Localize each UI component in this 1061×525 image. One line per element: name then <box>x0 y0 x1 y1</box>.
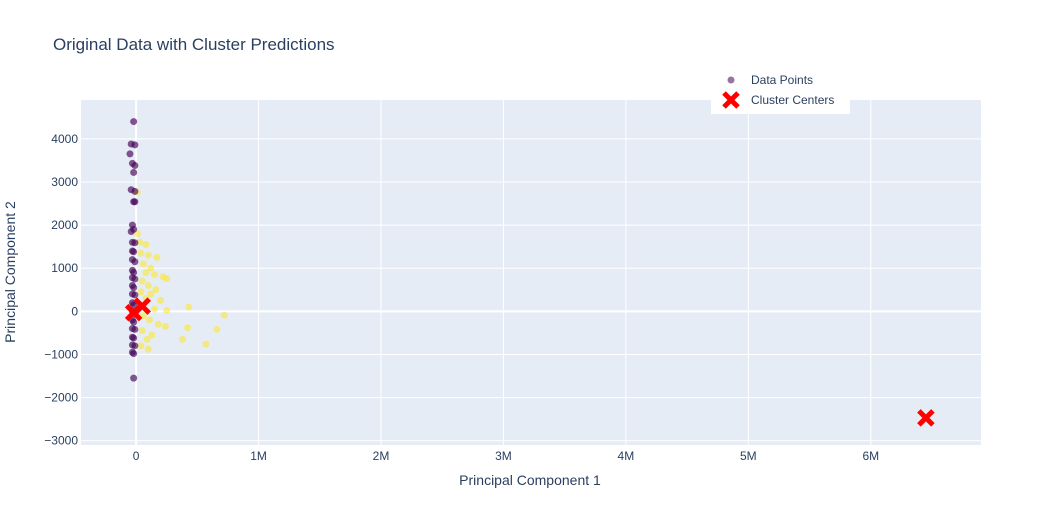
y-tick-label: −1000 <box>44 347 78 361</box>
y-tick-labels: −3000 −2000 −1000 0 1000 2000 3000 4000 <box>44 132 78 448</box>
y-tick-label: −2000 <box>44 391 78 405</box>
data-point-cluster-1[interactable] <box>144 281 152 289</box>
x-tick-label: 4M <box>618 449 635 463</box>
data-point-cluster-1[interactable] <box>137 342 145 350</box>
data-point-cluster-0[interactable] <box>130 318 138 326</box>
data-point-cluster-1[interactable] <box>137 288 145 296</box>
data-point-cluster-0[interactable] <box>127 228 135 236</box>
data-point-cluster-1[interactable] <box>220 311 228 319</box>
data-point-cluster-0[interactable] <box>130 118 138 126</box>
x-tick-label: 1M <box>250 449 267 463</box>
legend-marker-cluster-centers <box>722 91 740 109</box>
grid-lines <box>81 100 981 445</box>
data-points-layer <box>126 118 228 382</box>
y-tick-label: 1000 <box>51 261 78 275</box>
data-point-cluster-0[interactable] <box>131 325 139 333</box>
y-tick-label: −3000 <box>44 434 78 448</box>
legend-label-cluster-centers: Cluster Centers <box>751 93 834 107</box>
data-point-cluster-0[interactable] <box>131 239 139 247</box>
data-point-cluster-1[interactable] <box>179 335 187 343</box>
data-point-cluster-1[interactable] <box>157 297 165 305</box>
data-point-cluster-1[interactable] <box>184 324 192 332</box>
data-point-cluster-0[interactable] <box>130 248 138 256</box>
x-tick-label: 3M <box>495 449 512 463</box>
cluster-centers-layer <box>124 297 935 427</box>
data-point-cluster-0[interactable] <box>131 198 139 206</box>
data-point-cluster-0[interactable] <box>130 168 138 176</box>
x-tick-label: 0 <box>133 449 140 463</box>
data-point-cluster-0[interactable] <box>126 150 134 158</box>
legend-label-data-points: Data Points <box>751 73 813 87</box>
data-point-cluster-1[interactable] <box>153 253 161 261</box>
data-point-cluster-1[interactable] <box>137 249 145 257</box>
data-point-cluster-0[interactable] <box>131 187 139 195</box>
data-point-cluster-0[interactable] <box>130 350 138 358</box>
y-tick-label: 2000 <box>51 218 78 232</box>
y-tick-label: 4000 <box>51 132 78 146</box>
x-tick-label: 2M <box>373 449 390 463</box>
x-tick-label: 6M <box>862 449 879 463</box>
data-point-cluster-1[interactable] <box>142 240 150 248</box>
data-point-cluster-0[interactable] <box>131 162 139 170</box>
data-point-cluster-0[interactable] <box>130 301 138 309</box>
y-axis-title: Principal Component 2 <box>2 201 18 343</box>
data-point-cluster-0[interactable] <box>131 275 139 283</box>
data-point-cluster-1[interactable] <box>152 286 160 294</box>
x-axis-title: Principal Component 1 <box>459 472 601 488</box>
data-point-cluster-1[interactable] <box>148 331 156 339</box>
data-point-cluster-0[interactable] <box>131 291 139 299</box>
data-point-cluster-1[interactable] <box>213 325 221 333</box>
data-point-cluster-1[interactable] <box>144 345 152 353</box>
data-point-cluster-1[interactable] <box>142 269 150 276</box>
y-tick-label: 3000 <box>51 175 78 189</box>
chart-title: Original Data with Cluster Predictions <box>53 35 335 54</box>
data-point-cluster-1[interactable] <box>139 260 147 268</box>
data-point-cluster-1[interactable] <box>143 335 151 343</box>
x-tick-labels: 0 1M 2M 3M 4M 5M 6M <box>133 449 879 463</box>
x-tick-label: 5M <box>740 449 757 463</box>
legend-marker-data-points <box>727 76 735 84</box>
data-point-cluster-1[interactable] <box>146 316 154 324</box>
data-point-cluster-1[interactable] <box>150 271 158 279</box>
y-tick-label: 0 <box>71 304 78 318</box>
data-point-cluster-1[interactable] <box>163 306 171 314</box>
plot-area <box>81 100 981 445</box>
data-point-cluster-1[interactable] <box>138 327 146 335</box>
data-point-cluster-1[interactable] <box>150 305 158 313</box>
legend-item-cluster-centers[interactable]: Cluster Centers <box>722 91 834 109</box>
cluster-center-marker[interactable] <box>917 409 935 427</box>
data-point-cluster-1[interactable] <box>147 264 155 272</box>
data-point-cluster-0[interactable] <box>131 342 139 350</box>
data-point-cluster-1[interactable] <box>147 290 155 298</box>
data-point-cluster-0[interactable] <box>130 334 138 342</box>
data-point-cluster-0[interactable] <box>130 374 138 382</box>
data-point-cluster-1[interactable] <box>161 322 169 330</box>
data-point-cluster-1[interactable] <box>138 277 146 285</box>
legend-item-data-points[interactable]: Data Points <box>727 73 814 87</box>
legend[interactable]: Data Points Cluster Centers <box>711 70 850 114</box>
data-point-cluster-1[interactable] <box>144 251 152 259</box>
cluster-center-marker[interactable] <box>133 297 151 315</box>
data-point-cluster-0[interactable] <box>131 141 139 149</box>
data-point-cluster-0[interactable] <box>130 284 138 292</box>
data-point-cluster-1[interactable] <box>202 340 210 348</box>
data-point-cluster-1[interactable] <box>154 320 162 328</box>
data-point-cluster-1[interactable] <box>185 303 193 311</box>
data-point-cluster-1[interactable] <box>163 275 171 283</box>
data-point-cluster-0[interactable] <box>131 258 139 266</box>
